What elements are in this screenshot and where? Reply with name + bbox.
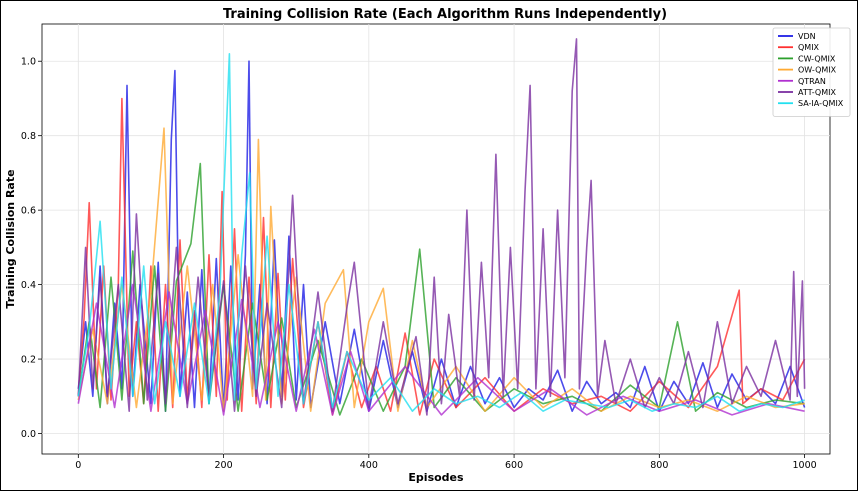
y-tick-label: 0.6 bbox=[21, 206, 36, 217]
x-tick-label: 800 bbox=[650, 460, 668, 471]
legend-label: QTRAN bbox=[798, 77, 826, 86]
series-line-qtran bbox=[77, 283, 805, 416]
x-tick-label: 0 bbox=[75, 460, 81, 471]
legend-label: VDN bbox=[798, 32, 816, 41]
series-line-qmix bbox=[77, 97, 806, 416]
series-line-att-qmix bbox=[77, 38, 806, 416]
series-layer bbox=[77, 38, 806, 416]
chart-title: Training Collision Rate (Each Algorithm … bbox=[223, 7, 667, 22]
legend-label: OW-QMIX bbox=[798, 66, 837, 75]
x-tick-label: 400 bbox=[360, 460, 378, 471]
legend-label: QMIX bbox=[798, 43, 820, 52]
x-tick-label: 200 bbox=[214, 460, 232, 471]
legend-label: SA-IA-QMIX bbox=[798, 99, 844, 108]
y-tick-label: 1.0 bbox=[21, 57, 36, 68]
y-axis-label: Training Collision Rate bbox=[4, 169, 17, 308]
legend: VDN QMIX CW-QMIX OW-QMIX QTRAN ATT-QMIX SA-IA-… bbox=[772, 27, 851, 117]
y-tick-label: 0.0 bbox=[21, 429, 36, 440]
series-line-sa-ia-qmix bbox=[77, 52, 805, 413]
y-tick-label: 0.8 bbox=[21, 131, 36, 142]
axis-ticks: 0 200 400 600 800 1000 0.0 0.2 0.4 0.6 0.8 1.0 bbox=[21, 57, 817, 471]
x-axis-label: Episodes bbox=[408, 471, 464, 484]
legend-box bbox=[772, 27, 851, 117]
legend-label: ATT-QMIX bbox=[798, 88, 836, 97]
x-tick-label: 600 bbox=[505, 460, 523, 471]
legend-label: CW-QMIX bbox=[798, 54, 836, 63]
x-tick-label: 1000 bbox=[792, 460, 816, 471]
y-tick-label: 0.4 bbox=[21, 280, 36, 291]
y-tick-label: 0.2 bbox=[21, 355, 36, 366]
